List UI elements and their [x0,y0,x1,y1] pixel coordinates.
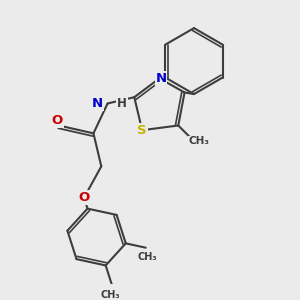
Text: CH₃: CH₃ [100,290,120,300]
Text: O: O [78,191,90,204]
Text: O: O [52,114,63,127]
Text: H: H [117,97,127,110]
Text: CH₃: CH₃ [137,252,157,262]
Text: CH₃: CH₃ [188,136,209,146]
Text: S: S [137,124,147,137]
Text: N: N [92,97,103,110]
Text: N: N [155,72,167,85]
